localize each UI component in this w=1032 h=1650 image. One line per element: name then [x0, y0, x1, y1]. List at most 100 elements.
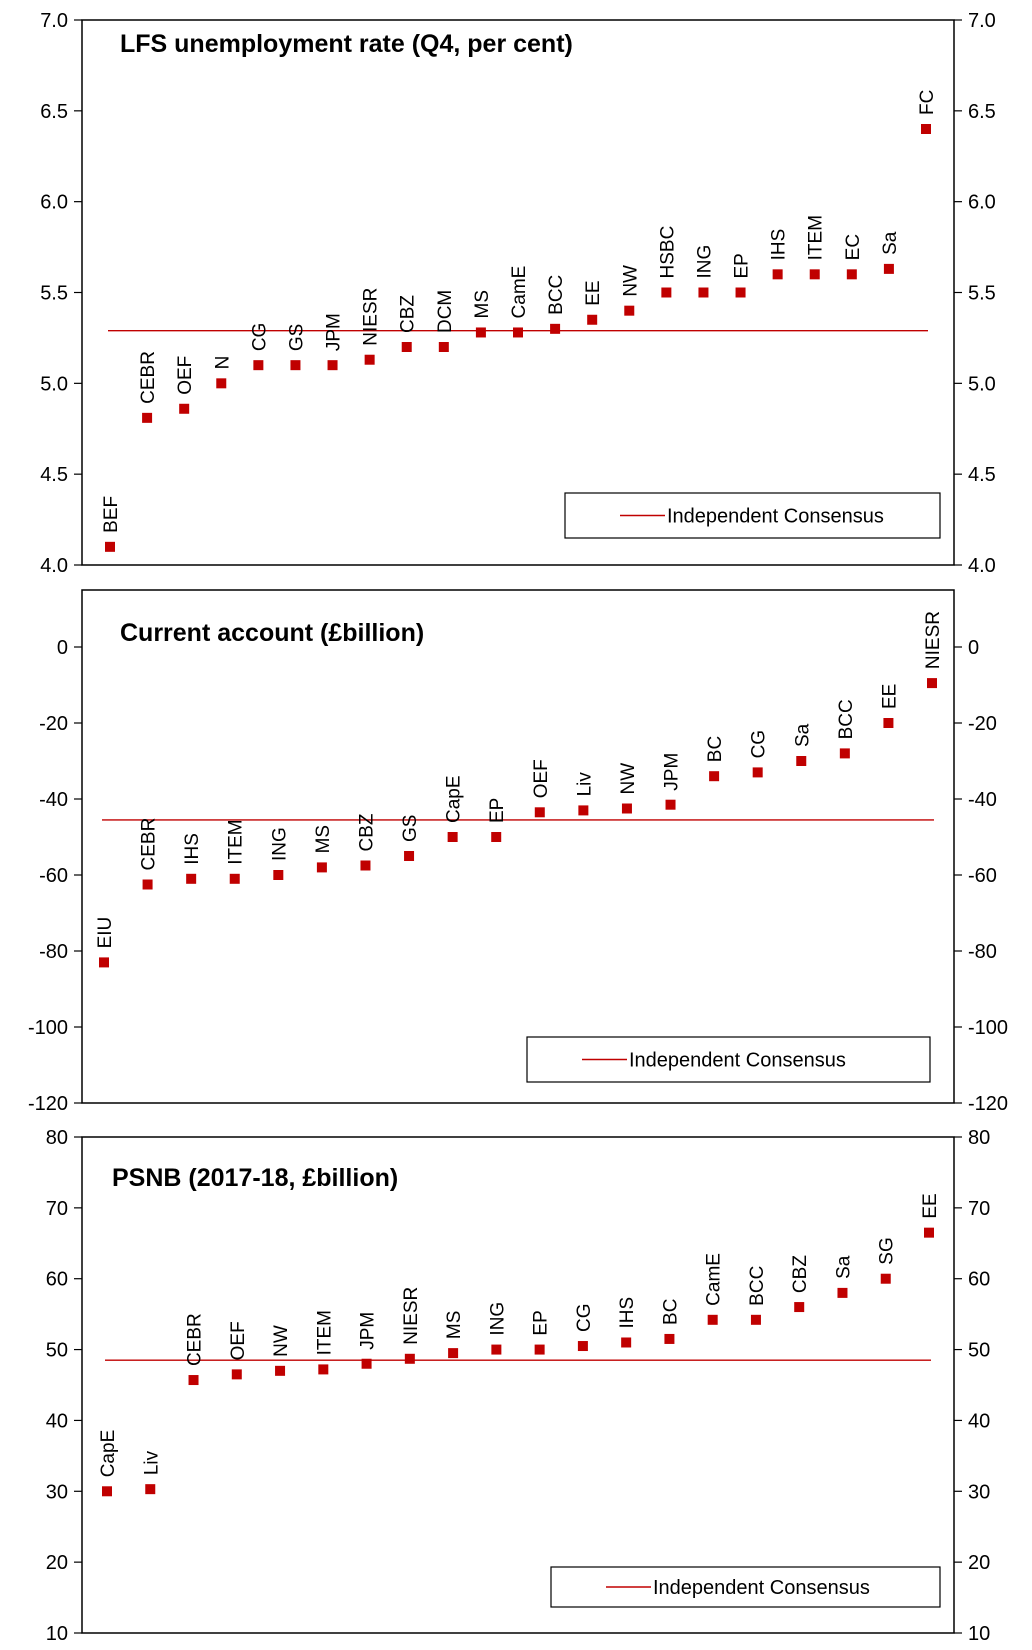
point-label: EE — [583, 280, 604, 305]
y-tick-label-right: 7.0 — [968, 10, 996, 32]
y-tick-label-left: 5.0 — [40, 373, 68, 395]
point-label: Liv — [574, 772, 595, 797]
y-tick-label-left: 50 — [46, 1340, 68, 1362]
y-tick-label-left: -60 — [39, 865, 68, 887]
data-point-ee — [883, 718, 894, 728]
chart-title: PSNB (2017-18, £billion) — [112, 1164, 398, 1192]
data-point-dcm — [438, 342, 449, 352]
point-label: CEBR — [138, 351, 159, 404]
data-point-bcc — [550, 323, 561, 334]
legend-label: Independent Consensus — [667, 506, 884, 528]
y-tick-label-right: 70 — [968, 1198, 990, 1220]
point-label: Sa — [792, 723, 813, 747]
data-point-item — [229, 873, 240, 884]
chart-1: 4.0 4.0 4.5 4.5 5.0 5.0 5.5 5.5 6.0 6.0 6.5 6.5 7.0 7… — [40, 10, 996, 577]
data-point-cebr — [142, 412, 153, 423]
y-tick-label-right: -80 — [968, 941, 997, 963]
data-point-ec — [846, 269, 857, 280]
point-label: JPM — [324, 313, 345, 351]
y-tick-label-left: 7.0 — [40, 10, 68, 32]
plot-frame — [81, 589, 955, 1104]
data-point-niesr — [927, 678, 937, 689]
point-label: DCM — [435, 290, 456, 333]
point-label: JPM — [662, 753, 683, 791]
point-label: CapE — [98, 1430, 119, 1478]
point-label: OEF — [175, 356, 196, 395]
data-point-bc — [664, 1333, 675, 1344]
data-point-niesr — [404, 1353, 415, 1364]
point-label: CEBR — [139, 818, 160, 871]
data-point-ee — [924, 1227, 934, 1238]
y-tick-label-left: -120 — [28, 1093, 68, 1115]
data-point-sa — [883, 263, 894, 274]
chart-2: -120 -120 -100 -100 -80 -80 -60 -60 -40 -40 -20 -20… — [28, 589, 1008, 1115]
data-point-cebr — [188, 1375, 199, 1386]
point-label: CamE — [704, 1253, 725, 1306]
y-tick-label-right: 6.5 — [968, 101, 996, 123]
y-tick-label-left: 40 — [46, 1410, 68, 1432]
y-tick-label-left: -40 — [39, 789, 68, 811]
data-point-ihs — [621, 1337, 632, 1348]
data-point-ing — [698, 287, 709, 298]
data-point-ihs — [186, 873, 197, 884]
data-point-bcc — [750, 1314, 761, 1325]
y-tick-label-left: 4.0 — [40, 555, 68, 577]
point-label: BC — [660, 1299, 681, 1325]
point-label: JPM — [358, 1312, 379, 1350]
y-tick-label-right: -120 — [968, 1093, 1008, 1115]
y-tick-label-left: -80 — [39, 941, 68, 963]
chart-title: LFS unemployment rate (Q4, per cent) — [120, 30, 573, 58]
y-tick-label-right: 0 — [968, 637, 979, 659]
point-label: EP — [531, 1310, 552, 1335]
y-tick-label-right: 60 — [968, 1269, 990, 1291]
y-tick-label-right: -100 — [968, 1017, 1008, 1039]
point-label: IHS — [617, 1297, 638, 1329]
point-label: FC — [917, 90, 938, 115]
y-tick-label-right: 5.0 — [968, 373, 996, 395]
data-point-niesr — [364, 354, 375, 365]
data-point-bcc — [839, 748, 850, 759]
y-tick-label-left: 80 — [46, 1127, 68, 1149]
data-point-cg — [752, 767, 763, 778]
data-point-sa — [837, 1287, 848, 1298]
point-label: EE — [879, 684, 900, 709]
data-point-liv — [145, 1484, 156, 1495]
point-label: NW — [618, 763, 639, 795]
point-label: ING — [269, 827, 290, 861]
point-label: NIESR — [923, 611, 944, 669]
data-point-cape — [447, 832, 458, 842]
data-point-fc — [921, 124, 931, 134]
point-label: GS — [286, 324, 307, 351]
data-point-ing — [273, 870, 284, 880]
point-label: CEBR — [185, 1313, 206, 1366]
data-point-ms — [475, 327, 486, 338]
y-tick-label-right: 5.5 — [968, 283, 996, 305]
data-point-item — [809, 269, 820, 280]
chart-3: 10 10 20 20 30 30 40 40 50 50 60 60 70 70 80 80 PSNB (20… — [46, 1127, 991, 1645]
data-point-cg — [253, 360, 264, 371]
data-point-ms — [448, 1348, 459, 1359]
data-point-ee — [587, 314, 598, 325]
y-tick-label-left: 6.5 — [40, 101, 68, 123]
data-point-gs — [404, 851, 415, 861]
data-point-ing — [491, 1344, 502, 1355]
point-label: CBZ — [398, 295, 419, 333]
point-label: IHS — [769, 229, 790, 261]
y-tick-label-left: 10 — [46, 1623, 68, 1645]
plot-frame — [81, 1136, 955, 1634]
data-point-eiu — [99, 957, 109, 968]
data-point-jpm — [327, 360, 338, 371]
data-point-oef — [179, 403, 190, 414]
point-label: EP — [487, 798, 508, 823]
data-point-gs — [290, 360, 301, 371]
point-label: MS — [444, 1311, 465, 1340]
data-point-nw — [621, 803, 632, 814]
point-label: CBZ — [356, 813, 377, 851]
data-point-jpm — [361, 1358, 372, 1369]
y-tick-label-left: 70 — [46, 1198, 68, 1220]
data-point-oef — [231, 1369, 242, 1380]
point-label: EP — [732, 253, 753, 278]
data-point-ihs — [772, 269, 783, 280]
data-point-liv — [578, 805, 589, 816]
